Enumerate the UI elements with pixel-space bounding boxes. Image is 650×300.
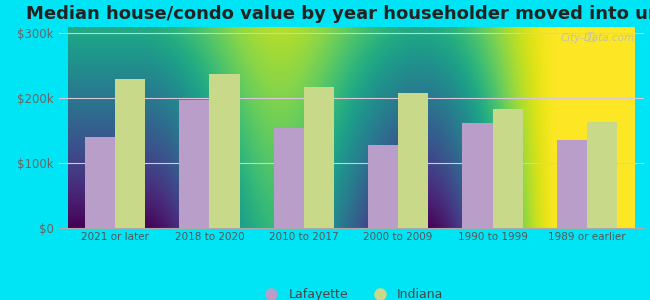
Bar (85, 137, 115, 228)
Bar (274, 128, 304, 228)
Bar (115, 79, 146, 228)
Bar (368, 145, 398, 228)
Bar (587, 122, 617, 228)
Text: ⓘ: ⓘ (587, 32, 594, 42)
Bar (304, 87, 334, 228)
Bar (179, 100, 209, 228)
Title: Median house/condo value by year householder moved into unit: Median house/condo value by year househo… (26, 5, 650, 23)
Bar (556, 140, 587, 228)
Bar (462, 123, 493, 228)
Bar (209, 74, 240, 228)
Bar (493, 109, 523, 228)
Bar (398, 93, 428, 228)
Text: City-Data.com: City-Data.com (560, 33, 634, 43)
Legend: Lafayette, Indiana: Lafayette, Indiana (254, 283, 448, 300)
